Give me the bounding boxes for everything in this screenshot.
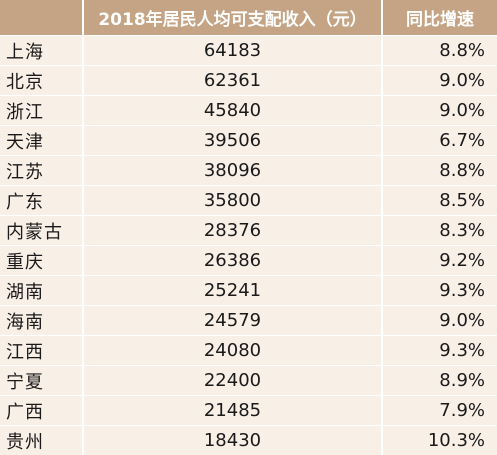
growth-cell: 9.0%	[439, 70, 485, 91]
income-cell: 64183	[84, 36, 383, 65]
region-cell: 广西	[0, 396, 84, 425]
table-row: 浙江 45840 9.0%	[0, 95, 497, 125]
growth-cell: 8.9%	[439, 370, 485, 391]
table-row: 广东 35800 8.5%	[0, 185, 497, 215]
income-cell: 39506	[84, 126, 383, 155]
table-row: 江苏 38096 8.8%	[0, 155, 497, 185]
region-cell: 浙江	[0, 96, 84, 125]
growth-cell: 9.2%	[439, 250, 485, 271]
growth-cell: 9.0%	[439, 310, 485, 331]
growth-cell: 8.8%	[439, 40, 485, 61]
income-cell: 45840	[84, 96, 383, 125]
growth-cell: 8.3%	[439, 220, 485, 241]
growth-cell: 7.9%	[439, 400, 485, 421]
income-cell: 38096	[84, 156, 383, 185]
growth-cell: 9.3%	[439, 280, 485, 301]
region-cell: 天津	[0, 126, 84, 155]
table-row: 江西 24080 9.3%	[0, 335, 497, 365]
region-cell: 宁夏	[0, 366, 84, 395]
table-row: 贵州 18430 10.3%	[0, 425, 497, 455]
header-region	[0, 0, 84, 35]
header-growth: 同比增速	[406, 10, 474, 30]
region-cell: 海南	[0, 306, 84, 335]
income-cell: 18430	[84, 426, 383, 455]
region-cell: 贵州	[0, 426, 84, 455]
region-cell: 江西	[0, 336, 84, 365]
income-cell: 24080	[84, 336, 383, 365]
table-row: 海南 24579 9.0%	[0, 305, 497, 335]
income-cell: 21485	[84, 396, 383, 425]
table-row: 重庆 26386 9.2%	[0, 245, 497, 275]
table-row: 上海 64183 8.8%	[0, 35, 497, 65]
growth-cell: 9.0%	[439, 100, 485, 121]
region-cell: 北京	[0, 66, 84, 95]
table-row: 宁夏 22400 8.9%	[0, 365, 497, 395]
income-cell: 28376	[84, 216, 383, 245]
header-income: 2018年居民人均可支配收入（元）	[84, 0, 383, 35]
growth-cell: 9.3%	[439, 340, 485, 361]
income-cell: 22400	[84, 366, 383, 395]
income-cell: 25241	[84, 276, 383, 305]
income-cell: 62361	[84, 66, 383, 95]
table-row: 内蒙古 28376 8.3%	[0, 215, 497, 245]
growth-cell: 10.3%	[427, 430, 485, 451]
income-cell: 26386	[84, 246, 383, 275]
income-cell: 35800	[84, 186, 383, 215]
table-row: 湖南 25241 9.3%	[0, 275, 497, 305]
region-cell: 内蒙古	[0, 216, 84, 245]
income-cell: 24579	[84, 306, 383, 335]
region-cell: 江苏	[0, 156, 84, 185]
table-row: 北京 62361 9.0%	[0, 65, 497, 95]
growth-cell: 8.8%	[439, 160, 485, 181]
region-cell: 上海	[0, 36, 84, 65]
table-header: 2018年居民人均可支配收入（元） 同比增速	[0, 0, 497, 35]
region-cell: 重庆	[0, 246, 84, 275]
region-cell: 广东	[0, 186, 84, 215]
growth-cell: 8.5%	[439, 190, 485, 211]
table-row: 广西 21485 7.9%	[0, 395, 497, 425]
region-cell: 湖南	[0, 276, 84, 305]
table-row: 天津 39506 6.7%	[0, 125, 497, 155]
growth-cell: 6.7%	[439, 130, 485, 151]
